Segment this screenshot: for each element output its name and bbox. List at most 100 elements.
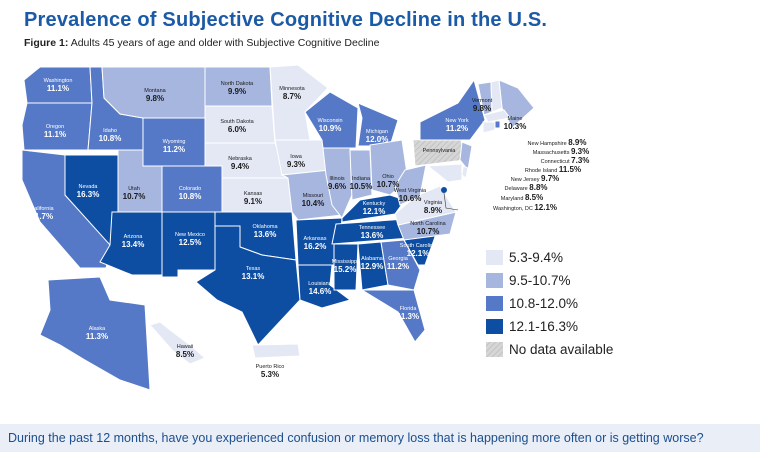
state-alaska — [39, 276, 151, 391]
legend-swatch — [486, 319, 503, 334]
state-label-washington-dc: Washington, DC 12.1% — [493, 203, 557, 212]
state-maryland — [426, 163, 463, 183]
state-name-tennessee: Tennessee — [359, 225, 386, 231]
state-name-california: California — [30, 206, 54, 212]
state-puerto-rico — [251, 343, 301, 359]
state-name-north-dakota: North Dakota — [221, 81, 254, 87]
state-name-nebraska: Nebraska — [228, 156, 252, 162]
state-connecticut — [482, 121, 496, 134]
state-name-maine: Maine — [508, 116, 523, 122]
figure-label: Figure 1: — [24, 37, 69, 49]
state-value-nebraska: 9.4% — [231, 162, 249, 171]
state-label-massachusetts: Massachusetts 9.3% — [533, 147, 589, 156]
state-indiana — [349, 149, 373, 201]
state-name-wyoming: Wyoming — [163, 139, 186, 145]
state-value-minnesota: 8.7% — [283, 92, 301, 101]
state-value-colorado: 10.8% — [179, 192, 202, 201]
state-label-new-hampshire: New Hampshire 8.9% — [528, 138, 587, 147]
legend-label: 10.8-12.0% — [509, 296, 578, 311]
choropleth-map: Washington11.1%Oregon11.1%California11.7… — [21, 64, 613, 391]
state-value-virginia: 8.9% — [424, 206, 442, 215]
state-value-mississippi: 15.2% — [334, 265, 357, 274]
state-value-california: 11.7% — [31, 212, 53, 221]
state-new-hampshire — [490, 79, 503, 113]
state-value-washington: 11.1% — [47, 84, 69, 93]
state-name-washington: Washington — [44, 78, 73, 84]
state-name-wisconsin: Wisconsin — [317, 118, 342, 124]
legend-label: 12.1-16.3% — [509, 319, 578, 334]
state-name-mississippi: Mississippi — [332, 259, 359, 265]
state-washington-dc — [441, 187, 447, 193]
state-iowa — [274, 139, 331, 176]
state-value-puerto-rico: 5.3% — [261, 370, 279, 379]
state-value-ohio: 10.7% — [377, 180, 400, 189]
state-name-iowa: Iowa — [290, 154, 303, 160]
state-name-north-carolina: North Carolina — [410, 221, 446, 227]
state-name-minnesota: Minnesota — [279, 86, 305, 92]
state-value-alaska: 11.3% — [86, 332, 108, 341]
state-wisconsin — [304, 91, 359, 149]
state-name-west-virginia: West Virginia — [394, 188, 427, 194]
state-value-montana: 9.8% — [146, 94, 164, 103]
state-name-nevada: Nevada — [79, 184, 99, 190]
state-value-oklahoma: 13.6% — [254, 230, 277, 239]
state-name-south-carolina: South Carolina — [400, 243, 437, 249]
state-name-missouri: Missouri — [303, 193, 323, 199]
legend-label: No data available — [509, 342, 613, 357]
survey-question: During the past 12 months, have you expe… — [0, 424, 760, 452]
state-name-ohio: Ohio — [382, 174, 394, 180]
state-louisiana — [297, 264, 352, 309]
state-value-georgia: 11.2% — [387, 262, 409, 271]
state-value-michigan: 12.0% — [366, 135, 389, 144]
state-value-north-dakota: 9.9% — [228, 87, 246, 96]
state-name-vermont: Vermont — [472, 98, 493, 104]
state-label-connecticut: Connecticut 7.3% — [541, 156, 590, 165]
state-value-tennessee: 13.6% — [361, 231, 384, 240]
map-title: Prevalence of Subjective Cognitive Decli… — [24, 9, 548, 31]
state-name-south-dakota: South Dakota — [220, 119, 254, 125]
state-texas — [195, 225, 301, 346]
state-value-oregon: 11.1% — [44, 130, 66, 139]
state-value-wyoming: 11.2% — [163, 145, 185, 154]
state-georgia — [380, 239, 421, 291]
state-value-north-carolina: 10.7% — [417, 227, 440, 236]
state-value-indiana: 10.5% — [350, 182, 373, 191]
state-name-indiana: Indiana — [352, 176, 371, 182]
state-new-york — [419, 78, 486, 141]
state-value-west-virginia: 10.6% — [399, 194, 422, 203]
state-name-hawaii: Hawaii — [177, 344, 194, 350]
state-value-maine: 10.3% — [504, 122, 527, 131]
state-florida — [360, 289, 426, 343]
state-value-new-mexico: 12.5% — [179, 238, 202, 247]
state-label-maryland: Maryland 8.5% — [501, 193, 543, 202]
state-value-arizona: 13.4% — [122, 240, 145, 249]
state-name-new-york: New York — [445, 118, 468, 124]
state-value-nevada: 16.3% — [77, 190, 100, 199]
state-value-kentucky: 12.1% — [363, 207, 386, 216]
state-rhode-island — [494, 120, 501, 129]
state-name-kentucky: Kentucky — [363, 201, 386, 207]
state-name-new-mexico: New Mexico — [175, 232, 205, 238]
figure-caption-text: Adults 45 years of age and older with Su… — [70, 37, 380, 49]
state-name-oregon: Oregon — [46, 124, 64, 130]
legend-label: 9.5-10.7% — [509, 273, 571, 288]
legend-label: 5.3-9.4% — [509, 250, 563, 265]
state-name-virginia: Virginia — [424, 200, 443, 206]
state-name-alaska: Alaska — [89, 326, 106, 332]
state-name-alabama: Alabama — [361, 256, 384, 262]
state-value-vermont: 9.8% — [473, 104, 491, 113]
state-value-wisconsin: 10.9% — [319, 124, 342, 133]
state-value-alabama: 12.9% — [361, 262, 384, 271]
state-value-south-carolina: 12.1% — [407, 249, 430, 258]
state-value-iowa: 9.3% — [287, 160, 305, 169]
state-label-delaware: Delaware 8.8% — [505, 183, 548, 192]
state-name-utah: Utah — [128, 186, 140, 192]
state-name-arizona: Arizona — [124, 234, 144, 240]
state-delaware — [461, 165, 469, 179]
state-value-arkansas: 16.2% — [304, 242, 327, 251]
state-name-georgia: Georgia — [388, 256, 409, 262]
legend-swatch — [486, 342, 503, 357]
state-mississippi — [333, 243, 359, 291]
state-oregon — [21, 102, 93, 151]
state-value-hawaii: 8.5% — [176, 350, 194, 359]
